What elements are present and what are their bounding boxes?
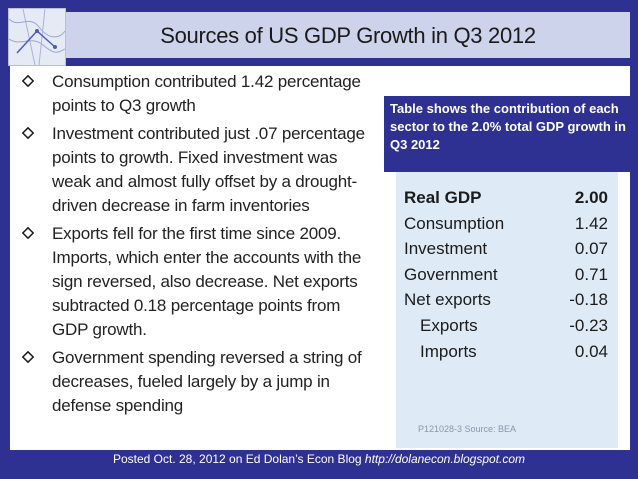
table-row: Exports -0.23 [404, 314, 614, 340]
row-value: 0.04 [574, 341, 608, 361]
row-label: Net exports [404, 290, 491, 310]
footer: Posted Oct. 28, 2012 on Ed Dolan’s Econ … [0, 452, 638, 466]
row-value: -0.23 [569, 315, 608, 335]
bullet-list: Consumption contributed 1.42 percentage … [14, 70, 370, 422]
slide-title: Sources of US GDP Growth in Q3 2012 [160, 23, 536, 48]
note-box: Table shows the contribution of each sec… [384, 96, 630, 172]
row-label: Imports [420, 341, 477, 361]
bullet-text: Consumption contributed 1.42 percentage … [52, 72, 361, 115]
table-row: Real GDP 2.00 [404, 186, 614, 212]
row-label: Real GDP [404, 188, 482, 207]
row-label: Consumption [404, 213, 505, 233]
row-label: Exports [420, 315, 478, 335]
diamond-bullet-icon [22, 127, 34, 139]
row-value: 2.00 [574, 188, 608, 207]
table-source: P121028-3 Source: BEA [418, 424, 517, 434]
row-value: 0.71 [574, 264, 608, 284]
row-label: Government [404, 264, 498, 284]
bullet-text: Exports fell for the first time since 20… [52, 224, 362, 339]
title-bar: Sources of US GDP Growth in Q3 2012 [66, 12, 630, 58]
table-row: Government 0.71 [404, 263, 614, 289]
bullet-item: Government spending reversed a string of… [14, 346, 370, 418]
footer-text: Posted Oct. 28, 2012 on Ed Dolan’s Econ … [112, 452, 362, 466]
table-row: Investment 0.07 [404, 237, 614, 263]
row-value: 1.42 [574, 213, 608, 233]
bullet-text: Government spending reversed a string of… [52, 348, 362, 415]
table-row: Net exports -0.18 [404, 288, 614, 314]
diamond-bullet-icon [22, 75, 34, 87]
diamond-bullet-icon [22, 227, 34, 239]
note-text: Table shows the contribution of each sec… [390, 101, 626, 152]
gdp-contribution-table: Real GDP 2.00 Consumption 1.42 Investmen… [396, 172, 618, 448]
table-row: Consumption 1.42 [404, 212, 614, 238]
bullet-item: Consumption contributed 1.42 percentage … [14, 70, 370, 118]
logo-image [8, 8, 66, 66]
bullet-text: Investment contributed just .07 percenta… [52, 124, 365, 215]
blog-link[interactable]: http://dolanecon.blogspot.com [364, 452, 526, 466]
content-area: Consumption contributed 1.42 percentage … [10, 66, 630, 450]
bullet-item: Exports fell for the first time since 20… [14, 222, 370, 342]
diamond-bullet-icon [22, 351, 34, 363]
bullet-item: Investment contributed just .07 percenta… [14, 122, 370, 218]
table-row: Imports 0.04 [404, 340, 614, 366]
row-label: Investment [404, 239, 488, 259]
row-value: 0.07 [574, 239, 608, 259]
row-value: -0.18 [569, 290, 608, 310]
